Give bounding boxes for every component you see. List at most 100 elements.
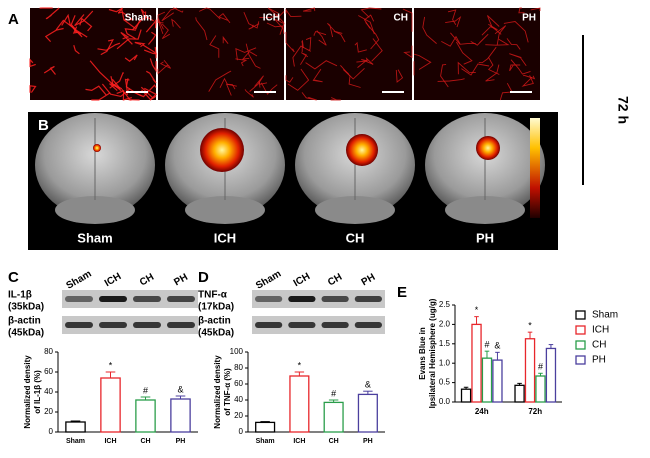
y-tick-label: 20: [44, 407, 53, 416]
image-label: ICH: [263, 13, 280, 24]
vessel: [365, 22, 380, 50]
vessel: [413, 53, 432, 70]
vessel: [173, 7, 184, 13]
blot-band: [99, 296, 127, 302]
x-tick-label: ICH: [104, 438, 116, 445]
cerebellum: [185, 196, 265, 224]
vessel: [125, 78, 142, 97]
vessel: [29, 58, 36, 68]
vessel: [61, 13, 83, 38]
y-tick-label: 0.5: [439, 378, 451, 387]
y-tick-label: 1.5: [439, 339, 451, 348]
significance-mark: *: [298, 360, 302, 370]
y-tick-label: 0: [49, 427, 54, 436]
panel-letter: E: [397, 284, 407, 301]
image-label: PH: [476, 230, 494, 245]
vessel: [354, 41, 367, 53]
vessel: [301, 92, 317, 101]
tracer-spot: [93, 144, 101, 152]
micrograph: [414, 8, 540, 100]
vessel: [243, 12, 260, 29]
y-tick-label: 0.0: [439, 397, 451, 406]
vessel: [478, 46, 497, 64]
significance-mark: *: [475, 305, 479, 315]
legend-swatch: [575, 325, 586, 335]
vessel: [456, 41, 473, 65]
vessel: [305, 60, 338, 70]
vessel: [259, 15, 285, 24]
vessel: [402, 8, 413, 32]
vessel: [445, 15, 462, 28]
vessel: [219, 77, 237, 88]
x-tick-label: ICH: [293, 438, 305, 445]
significance-mark: *: [109, 360, 113, 370]
vessel: [218, 13, 231, 24]
legend-label: Sham: [592, 310, 618, 321]
y-tick-label: 20: [234, 411, 243, 420]
vessel: [244, 89, 254, 98]
vessel: [209, 35, 220, 58]
legend-swatch: [575, 310, 586, 320]
legend-label: CH: [592, 340, 606, 351]
vessel: [249, 75, 264, 92]
blot-band: [321, 296, 349, 302]
significance-mark: #: [143, 385, 148, 395]
significance-mark: #: [484, 340, 489, 350]
vessel: [43, 65, 56, 75]
blot-strip: [62, 316, 198, 334]
vessel: [134, 41, 146, 48]
vessel: [301, 40, 304, 53]
vessel: [461, 63, 490, 76]
y-tick-label: 100: [230, 347, 244, 356]
vessel: [312, 68, 323, 83]
bar: [514, 384, 525, 403]
color-scale: [530, 118, 540, 218]
protein-label: β-actin: [8, 316, 41, 327]
vessel: [530, 7, 541, 11]
vessel: [161, 7, 178, 22]
vessel: [285, 31, 295, 53]
y-tick-label: 60: [44, 367, 53, 376]
vessel: [503, 21, 529, 43]
bar: [255, 421, 276, 433]
vessel: [441, 35, 461, 47]
blot-band: [354, 296, 382, 302]
panel-letter: B: [38, 117, 49, 134]
y-axis-title: Normalized density: [23, 355, 32, 429]
blot-band: [167, 322, 195, 328]
blot-band: [321, 322, 349, 328]
vessel: [195, 17, 208, 41]
vessel: [358, 15, 375, 35]
protein-label: TNF-α: [198, 290, 228, 301]
micrograph: [30, 8, 156, 100]
y-axis-title: of IL-1β (%): [33, 370, 42, 414]
vessel: [258, 81, 268, 88]
vessel: [509, 64, 521, 72]
vessel: [235, 47, 257, 61]
y-tick-label: 0: [239, 427, 244, 436]
vessel: [74, 10, 94, 27]
legend-swatch: [575, 355, 586, 365]
bar: [471, 323, 482, 403]
x-tick-label: CH: [329, 438, 339, 445]
y-tick-label: 40: [234, 395, 243, 404]
vessel: [97, 42, 121, 51]
vessel: [85, 85, 107, 96]
bar: [170, 398, 191, 433]
vessel: [313, 30, 327, 36]
vessel: [285, 75, 294, 83]
bar: [460, 388, 472, 403]
blot-band: [255, 296, 283, 302]
x-tick-label: Sham: [256, 438, 275, 445]
legend-swatch: [575, 340, 586, 350]
micrograph: [286, 8, 412, 100]
lane-label: ICH: [292, 271, 312, 289]
vessel: [422, 16, 437, 44]
vessel: [509, 53, 527, 66]
vessel: [305, 37, 312, 51]
vessel: [225, 83, 236, 96]
tracer-spot: [346, 134, 378, 166]
size-label: (17kDa): [198, 302, 234, 313]
